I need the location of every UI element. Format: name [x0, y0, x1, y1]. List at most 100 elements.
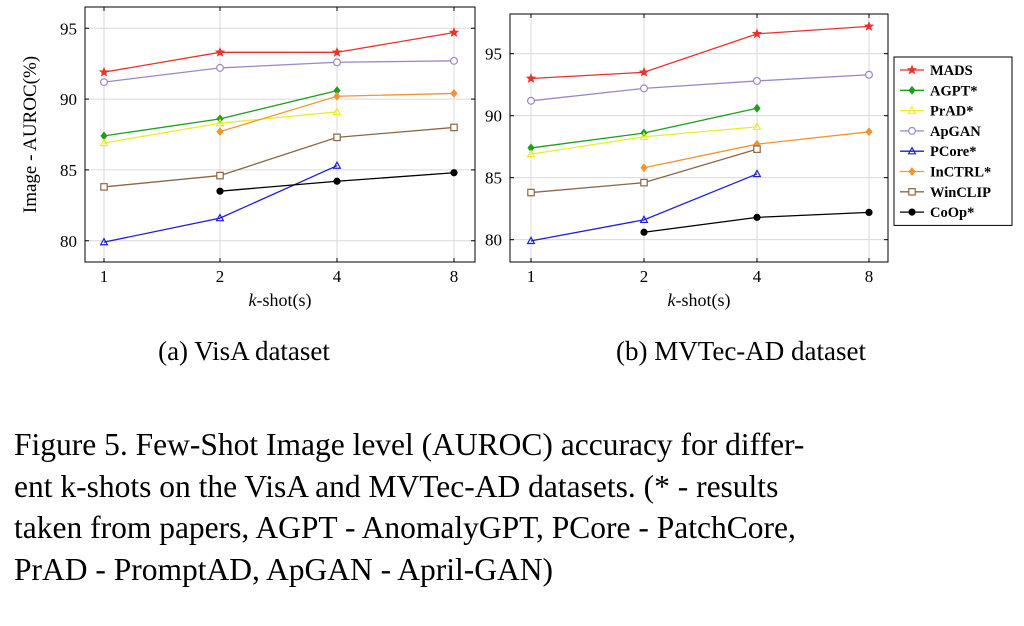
series-inctrl: [216, 88, 458, 137]
data-point: [332, 106, 342, 116]
data-point: [450, 123, 458, 132]
data-point: [865, 208, 873, 216]
legend-box: [893, 56, 1013, 226]
caption-line: taken from papers, AGPT - AnomalyGPT, PC…: [14, 510, 796, 545]
data-point: [753, 145, 761, 153]
legend-swatch-marker: [907, 105, 917, 114]
data-point: [216, 63, 225, 72]
data-point: [525, 73, 537, 83]
caption-line: PrAD - PromptAD, ApGAN - April-GAN): [14, 551, 553, 587]
data-point: [864, 70, 873, 79]
data-point: [333, 58, 342, 67]
legend-swatch-marker: [906, 64, 918, 75]
series-apgan: [526, 70, 873, 105]
y-tick-label: 90: [60, 90, 77, 109]
data-point: [214, 46, 226, 57]
data-point: [865, 127, 873, 137]
series-mads: [525, 20, 875, 83]
x-axis-label-k: k: [249, 290, 258, 310]
legend-swatch-marker: [907, 126, 916, 135]
series-inctrl: [640, 127, 873, 173]
legend-label: WinCLIP: [930, 185, 991, 201]
series-line: [103, 60, 455, 83]
legend-item: AGPT*: [900, 83, 978, 99]
legend-label: MADS: [930, 63, 973, 79]
legend: MADS AGPT* PrAD* ApGAN PCore* InCTRL* WinCLIP C…: [893, 56, 1013, 226]
data-point: [752, 169, 762, 178]
series-line: [530, 25, 870, 80]
legend-label: AGPT*: [930, 83, 978, 99]
data-point: [99, 138, 109, 147]
data-point: [640, 163, 648, 173]
series-line: [103, 111, 338, 144]
series-line: [103, 165, 338, 243]
legend-item: MADS: [900, 63, 973, 79]
x-axis-label: k-shot(s): [668, 290, 731, 311]
data-point: [527, 143, 535, 153]
series-pcore: [99, 160, 342, 246]
x-axis-label-rest: -shot(s): [676, 290, 731, 311]
data-point: [215, 118, 225, 127]
legend-item: WinCLIP: [900, 185, 991, 201]
legend-item: CoOp*: [900, 205, 974, 221]
series-line: [530, 173, 758, 242]
y-tick-label: 95: [485, 45, 502, 64]
data-point: [639, 131, 649, 140]
series-line: [103, 31, 455, 73]
legend-swatch-marker: [908, 208, 916, 216]
data-point: [333, 177, 341, 185]
legend-label: PrAD*: [930, 104, 974, 120]
x-tick-label: 8: [865, 267, 874, 286]
series-apgan: [99, 56, 459, 87]
data-point: [751, 28, 763, 39]
data-point: [640, 178, 648, 187]
data-point: [752, 76, 761, 85]
subplot-caption: (b) MVTec-AD dataset: [616, 336, 867, 366]
figure-caption: Figure 5. Few-Shot Image level (AUROC) a…: [14, 424, 1012, 590]
x-tick-label: 4: [333, 267, 342, 286]
series-line: [530, 126, 758, 155]
data-point: [863, 20, 875, 31]
legend-label: ApGAN: [930, 124, 981, 140]
data-point: [99, 78, 108, 87]
caption-line: Figure 5. Few-Shot Image level (AUROC) a…: [14, 427, 805, 462]
legend-swatch-marker: [908, 85, 916, 95]
data-point: [753, 213, 761, 221]
series-coop: [216, 169, 458, 195]
data-point: [526, 149, 536, 158]
legend-item: InCTRL*: [900, 165, 991, 181]
data-point: [216, 127, 224, 137]
y-tick-label: 85: [60, 161, 77, 180]
data-point: [216, 171, 224, 180]
data-point: [100, 183, 108, 191]
data-point: [98, 66, 110, 77]
legend-item: ApGAN: [900, 124, 981, 140]
data-point: [448, 27, 460, 37]
data-point: [333, 91, 341, 101]
y-tick-label: 95: [60, 19, 77, 38]
x-tick-label: 2: [640, 267, 649, 286]
series-winclip: [100, 123, 458, 191]
x-tick-label: 8: [450, 267, 459, 286]
legend-item: PrAD*: [900, 104, 974, 120]
y-tick-label: 80: [485, 231, 502, 250]
x-axis-label-k: k: [668, 290, 677, 310]
series-prad: [99, 106, 342, 147]
y-tick-label: 80: [60, 232, 77, 251]
chart-mvtec: 1 2 4 8 80 85 90 95 k-shot(s) (b) MVTec-AD datase…: [485, 13, 1013, 366]
caption-line: ent k-shots on the VisA and MVTec-AD dat…: [14, 468, 779, 504]
data-point: [753, 103, 761, 113]
y-tick-label: 85: [485, 169, 502, 188]
series-mads: [98, 27, 460, 77]
data-point: [527, 188, 535, 197]
series-coop: [640, 208, 873, 236]
series-line: [103, 126, 455, 188]
series-line: [530, 74, 870, 102]
data-point: [526, 236, 536, 245]
data-point: [450, 169, 458, 177]
plot-frame: [509, 13, 889, 263]
data-point: [639, 214, 649, 224]
data-point: [99, 237, 109, 246]
chart-visa: 1 2 4 8 80 85 90 95 k-shot(s) Image - AUROC(%) (a)…: [20, 6, 476, 366]
